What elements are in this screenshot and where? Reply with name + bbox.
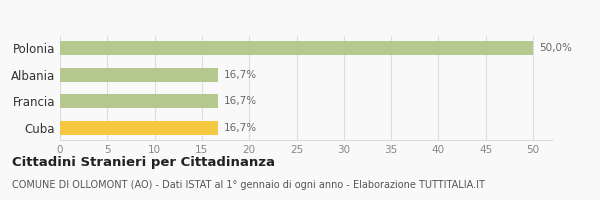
Bar [60, 121, 218, 135]
Text: 50,0%: 50,0% [539, 43, 572, 53]
Text: COMUNE DI OLLOMONT (AO) - Dati ISTAT al 1° gennaio di ogni anno - Elaborazione T: COMUNE DI OLLOMONT (AO) - Dati ISTAT al … [12, 180, 485, 190]
Text: 16,7%: 16,7% [224, 123, 257, 133]
Text: 16,7%: 16,7% [224, 70, 257, 80]
Bar [60, 41, 533, 55]
Bar [60, 94, 218, 108]
Text: Cittadini Stranieri per Cittadinanza: Cittadini Stranieri per Cittadinanza [12, 156, 275, 169]
Bar [60, 68, 218, 82]
Text: 16,7%: 16,7% [224, 96, 257, 106]
